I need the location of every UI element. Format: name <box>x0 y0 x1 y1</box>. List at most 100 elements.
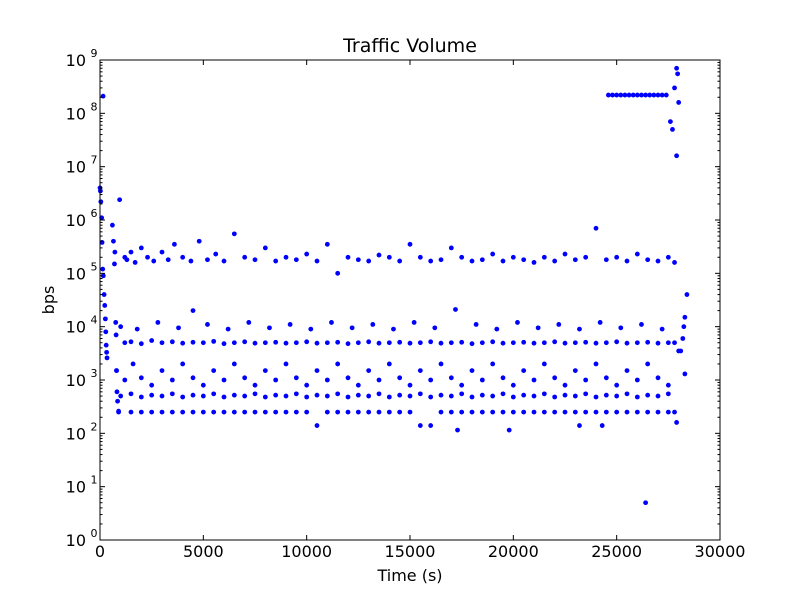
data-point <box>211 391 217 397</box>
data-point <box>138 245 144 251</box>
data-point <box>211 338 217 344</box>
data-point <box>672 340 677 346</box>
data-point <box>267 325 272 331</box>
chart-title: Traffic Volume <box>342 35 477 57</box>
data-point <box>355 382 361 388</box>
data-point <box>172 241 177 247</box>
data-point <box>397 392 403 398</box>
data-point <box>473 322 479 327</box>
x-axis-ticks: 0 5000 10000 15000 20000 25000 30000 <box>95 60 745 561</box>
y-tick-base: 10 <box>66 51 86 70</box>
x-tick-label: 15000 <box>385 542 436 561</box>
data-point <box>531 393 537 399</box>
data-point <box>159 340 165 346</box>
data-point <box>614 393 620 399</box>
y-tick-label: 10 <box>66 371 86 390</box>
data-point <box>304 409 310 415</box>
x-axis-label: Time (s) <box>376 566 442 585</box>
y-tick-base: 10 <box>66 424 86 443</box>
data-point <box>448 340 454 346</box>
data-point <box>583 339 589 345</box>
data-point <box>672 409 677 415</box>
data-point <box>583 254 589 260</box>
data-point <box>668 119 673 124</box>
data-point <box>242 339 248 345</box>
y-tick-base: 10 <box>66 264 86 283</box>
data-point <box>490 393 496 399</box>
data-point <box>675 71 681 77</box>
data-point <box>102 316 108 322</box>
data-point <box>639 92 644 98</box>
data-point <box>376 391 382 397</box>
data-point <box>645 409 651 415</box>
data-point <box>231 409 237 415</box>
data-point <box>308 326 314 332</box>
data-point <box>655 92 661 98</box>
data-point <box>417 368 423 374</box>
data-point <box>200 340 206 346</box>
data-point <box>221 394 227 400</box>
data-point <box>293 409 299 415</box>
points-group <box>97 65 690 506</box>
data-point <box>438 392 444 398</box>
data-point <box>104 349 110 355</box>
data-point <box>531 340 537 346</box>
data-point <box>112 261 117 267</box>
data-point <box>643 92 648 98</box>
data-point <box>521 409 527 415</box>
data-point <box>630 92 636 98</box>
y-tick-base: 10 <box>66 531 86 550</box>
data-point <box>479 340 485 346</box>
data-point <box>246 320 252 325</box>
data-point <box>407 241 413 247</box>
data-point <box>225 326 231 332</box>
data-point <box>448 393 454 399</box>
data-point <box>211 368 217 374</box>
data-point <box>479 257 485 263</box>
data-point <box>159 409 165 415</box>
data-point <box>211 409 217 415</box>
x-tick-label: 0 <box>95 542 105 561</box>
data-point <box>603 375 609 381</box>
data-point <box>304 394 310 400</box>
data-point <box>102 303 108 308</box>
data-point <box>165 257 171 263</box>
x-tick-label: 25000 <box>591 542 642 561</box>
y-tick-label: 10 <box>66 211 86 230</box>
data-point <box>231 392 237 398</box>
data-point <box>655 393 661 399</box>
data-point <box>655 375 661 381</box>
data-point <box>583 391 589 397</box>
data-point <box>521 368 527 374</box>
data-point <box>293 340 299 346</box>
data-point <box>479 377 485 383</box>
data-point <box>510 340 516 346</box>
data-point <box>428 258 434 264</box>
data-point <box>293 257 299 263</box>
data-point <box>645 257 651 263</box>
data-point <box>659 92 665 98</box>
y-tick-exponent: 0 <box>91 527 98 540</box>
y-tick-label: 10 <box>66 104 86 123</box>
data-point <box>242 409 248 415</box>
data-point <box>448 245 454 251</box>
data-point <box>221 409 227 415</box>
data-point <box>169 339 175 345</box>
y-tick-exponent: 2 <box>91 420 98 433</box>
data-point <box>122 377 128 383</box>
data-point <box>149 409 155 415</box>
data-point <box>355 409 361 415</box>
data-point <box>577 423 582 428</box>
y-tick-label: 10 <box>66 51 86 70</box>
data-point <box>190 339 196 345</box>
data-point <box>366 368 372 374</box>
data-point <box>112 249 118 255</box>
data-point <box>610 92 615 98</box>
data-point <box>128 409 134 415</box>
data-point <box>674 153 679 159</box>
data-point <box>663 92 669 98</box>
data-point <box>562 251 568 257</box>
data-point <box>366 393 372 399</box>
data-point <box>634 251 640 257</box>
